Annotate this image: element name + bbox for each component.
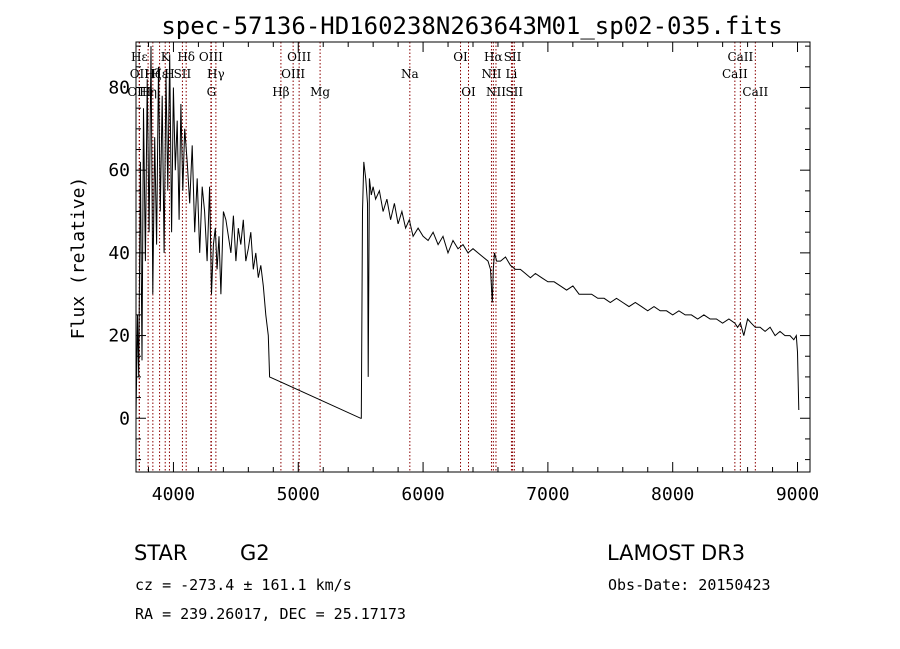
spectral-line-label: Hη: [139, 85, 157, 99]
x-tick-label: 4000: [152, 484, 195, 505]
spectrum-line: [135, 46, 800, 419]
spectral-line-label: OIII: [287, 50, 311, 64]
spectral-line-label: Hζ: [144, 67, 161, 81]
y-axis-label: Flux (relative): [68, 177, 89, 340]
x-tick-label: 7000: [526, 484, 569, 505]
spectral-line-label: OIII: [199, 50, 223, 64]
spectral-line-label: OII: [130, 67, 150, 81]
spectral-line-label: OIII: [127, 85, 151, 99]
x-tick-label: 8000: [651, 484, 694, 505]
y-tick-label: 40: [108, 243, 130, 264]
spectral-line-label: Na: [401, 67, 419, 81]
spectral-line-label: OIII: [281, 67, 305, 81]
y-tick-label: 20: [108, 326, 130, 347]
spectral-line-label: NII: [486, 85, 506, 99]
spectral-line-label: OI: [461, 85, 476, 99]
spectral-line-label: CaII: [727, 50, 753, 64]
chart-title: spec-57136-HD160238N263643M01_sp02-035.f…: [161, 12, 782, 40]
spectral-line-markers: [138, 42, 756, 472]
spectral-line-label: Hε: [151, 67, 168, 81]
plot-frame: [135, 41, 811, 473]
spectral-line-label: H: [164, 67, 174, 81]
y-axis: 0 20 40 60 80: [108, 45, 810, 461]
spectral-line-label: Mg: [310, 85, 330, 99]
spectral-line-label: NII: [481, 67, 501, 81]
x-tick-label: 5000: [277, 484, 320, 505]
spectral-subclass: G2: [240, 541, 270, 565]
x-tick-label: 9000: [776, 484, 819, 505]
y-tick-label: 60: [108, 160, 130, 181]
spectral-line-label: Hβ: [272, 85, 289, 99]
spectral-line-label: CaII: [742, 85, 768, 99]
x-tick-label: 6000: [401, 484, 444, 505]
spectral-line-label: Hε: [131, 50, 148, 64]
y-tick-label: 80: [108, 77, 130, 98]
spectral-line-label: G: [207, 85, 217, 99]
x-axis: 4000 5000 6000 7000 8000 9000: [147, 42, 819, 505]
spectral-line-label: SII: [505, 85, 523, 99]
survey-name: LAMOST DR3: [607, 541, 746, 565]
redshift-velocity: cz = -273.4 ± 161.1 km/s: [135, 576, 352, 594]
spectral-line-label: Hα: [484, 50, 503, 64]
spectral-line-label: CaII: [722, 67, 748, 81]
coordinates: RA = 239.26017, DEC = 25.17173: [135, 605, 406, 623]
spectral-line-label: Hγ: [207, 67, 225, 81]
y-tick-label: 0: [119, 408, 130, 429]
spectral-line-label: SII: [504, 50, 522, 64]
spectral-line-label: Li: [506, 67, 518, 81]
spectral-line-label: K: [161, 50, 171, 64]
spectral-line-label: OI: [453, 50, 468, 64]
object-type: STAR: [134, 541, 188, 565]
spectrum-chart: spec-57136-HD160238N263643M01_sp02-035.f…: [68, 12, 819, 505]
spectral-line-label: Hδ: [177, 50, 195, 64]
spectral-line-label: SII: [174, 67, 192, 81]
observation-date: Obs-Date: 20150423: [608, 576, 771, 594]
